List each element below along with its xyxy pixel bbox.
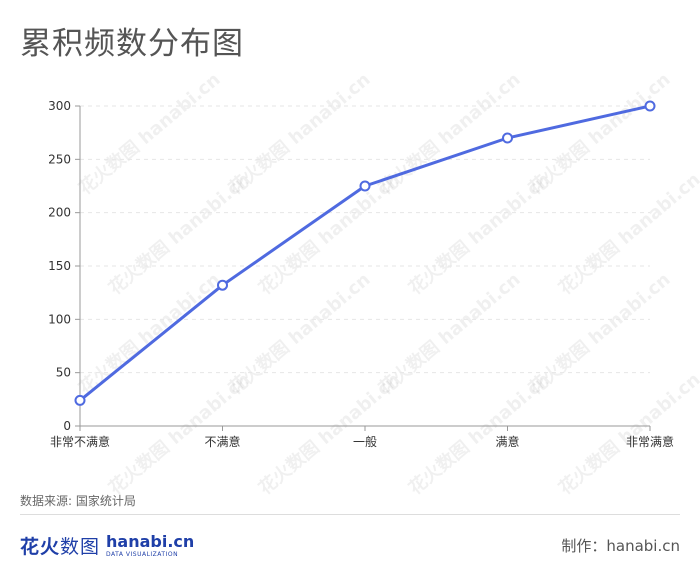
logo-english: hanabi.cn DATA VISUALIZATION: [106, 531, 195, 558]
y-tick-label: 250: [48, 152, 71, 166]
x-tick-label: 非常不满意: [50, 434, 110, 449]
y-tick-label: 300: [48, 99, 71, 113]
data-point: [502, 132, 513, 144]
y-tick-label: 100: [48, 312, 71, 326]
logo-english-name: hanabi.cn: [106, 531, 195, 551]
data-source: 数据来源: 国家统计局: [20, 494, 136, 508]
hanabi-logo[interactable]: 花火数图 hanabi.cn DATA VISUALIZATION: [20, 532, 194, 559]
data-point: [359, 180, 371, 192]
y-tick-label: 50: [56, 366, 71, 380]
chart-title: 累积频数分布图: [20, 26, 244, 62]
logo-english-sub: DATA VISUALIZATION: [106, 550, 179, 558]
logo-chinese-bold: 花火: [20, 536, 61, 558]
x-tick-label: 一般: [353, 434, 377, 449]
footer-divider: [20, 514, 680, 515]
line-chart: 0 50 100 150 200 250 300 非常不满意 不满意 一般 满意 非常满意: [48, 99, 674, 449]
data-point: [644, 100, 656, 112]
y-tick-label: 0: [63, 419, 71, 433]
y-tick-label: 200: [48, 206, 71, 220]
logo-chinese: 花火数图: [20, 532, 100, 559]
x-tick-label: 满意: [495, 434, 519, 449]
series-line: [79, 104, 651, 402]
data-point: [217, 279, 228, 291]
y-tick-label: 150: [48, 259, 71, 273]
data-point: [74, 394, 86, 406]
logo-chinese-light: 数图: [60, 536, 101, 558]
x-tick-label: 不满意: [204, 434, 240, 449]
credit-text: 制作：hanabi.cn: [561, 537, 680, 555]
x-tick-label: 非常满意: [626, 434, 674, 449]
